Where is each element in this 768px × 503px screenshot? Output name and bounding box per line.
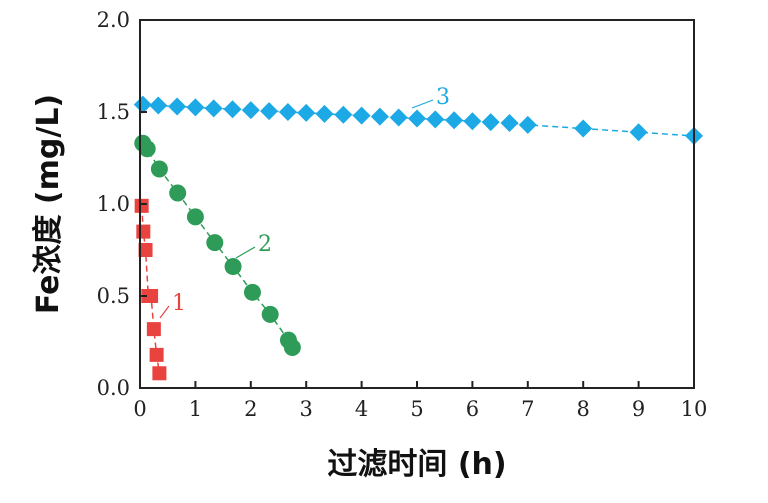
data-point (518, 115, 537, 134)
y-tick-label: 1.0 (97, 192, 130, 216)
data-point (136, 224, 151, 239)
data-point (138, 140, 156, 158)
data-point (206, 234, 224, 252)
x-tick-label: 2 (244, 397, 257, 421)
data-point (134, 198, 149, 213)
x-axis-title: 过滤时间 (h) (327, 447, 506, 482)
data-point (138, 243, 153, 257)
series-3-leader (411, 99, 434, 109)
y-tick-label: 0.0 (97, 376, 130, 400)
data-point (186, 98, 205, 117)
series-2-label: 2 (258, 232, 272, 257)
data-point (260, 102, 279, 121)
x-tick-label: 8 (577, 397, 590, 421)
data-point (445, 111, 464, 130)
series-2: 2 (134, 134, 301, 357)
data-point (297, 103, 316, 122)
data-point (261, 305, 279, 323)
plot-frame (139, 19, 695, 389)
data-point (283, 339, 301, 357)
y-tick-label: 0.5 (97, 284, 130, 308)
series-1-leader (159, 305, 170, 319)
series-2-leader (235, 246, 256, 259)
y-tick-label: 1.5 (97, 100, 130, 124)
x-tick-label: 6 (466, 397, 479, 421)
data-point (149, 96, 168, 115)
data-point (315, 104, 334, 123)
x-tick-label: 4 (355, 397, 368, 421)
data-point (168, 97, 187, 116)
data-point (481, 113, 500, 132)
data-point (352, 106, 371, 125)
x-tick-label: 0 (133, 397, 146, 421)
data-point (223, 100, 242, 119)
series-3-label: 3 (436, 85, 450, 110)
x-tick-label: 10 (681, 397, 708, 421)
data-point (463, 112, 482, 131)
data-point (629, 123, 648, 142)
data-point (278, 103, 297, 121)
x-tick-label: 9 (632, 397, 645, 421)
data-point (149, 347, 164, 362)
x-tick-label: 3 (300, 397, 313, 421)
data-point (224, 258, 242, 276)
data-point (574, 119, 593, 138)
data-point (334, 105, 353, 124)
data-point (426, 110, 445, 129)
data-point (241, 101, 260, 120)
series-3: 3 (133, 85, 703, 145)
data-point (500, 114, 519, 133)
x-tick-label: 1 (189, 397, 202, 421)
x-tick-label: 5 (410, 397, 423, 421)
data-point (146, 322, 161, 337)
y-tick-label: 2.0 (97, 8, 130, 32)
x-tick-label: 7 (521, 397, 534, 421)
data-point (133, 95, 152, 114)
data-point (152, 366, 167, 381)
data-point (150, 160, 168, 178)
y-axis-title: Fe浓度 (mg/L) (31, 94, 66, 314)
data-point (370, 107, 389, 126)
data-point (204, 99, 223, 118)
data-point (389, 108, 408, 127)
data-point (169, 184, 187, 202)
data-point (186, 208, 204, 226)
data-point (144, 289, 159, 303)
data-point (408, 109, 426, 128)
data-point (243, 283, 261, 301)
series-1-label: 1 (172, 291, 186, 316)
series-1: 1 (134, 198, 186, 381)
